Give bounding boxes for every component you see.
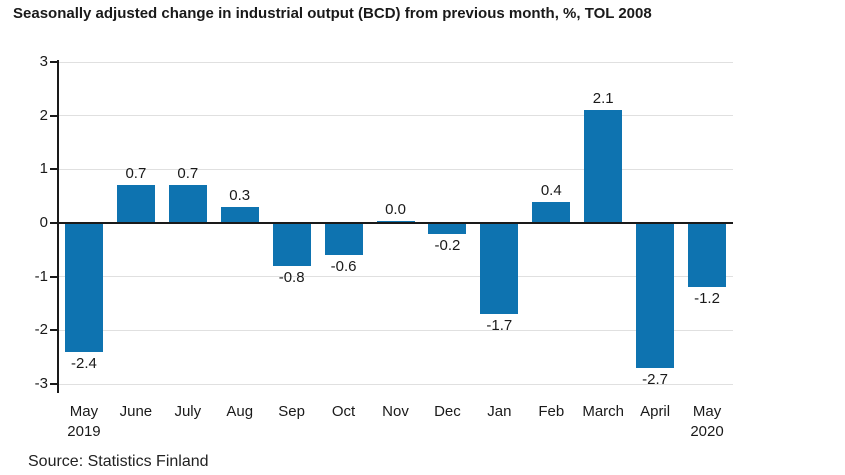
bar-value-label: 0.4 <box>540 181 562 199</box>
gridline <box>58 329 733 331</box>
x-tick-label: Sep <box>278 403 305 420</box>
gridline <box>58 168 733 170</box>
zero-line <box>58 222 733 224</box>
bar-value-label: -1.2 <box>694 290 720 308</box>
y-tick-mark <box>50 275 58 278</box>
gridline <box>58 61 733 63</box>
y-tick-label: 1 <box>39 160 48 178</box>
y-tick-label: -1 <box>34 267 48 285</box>
y-tick-mark <box>50 61 58 63</box>
bar-value-label: -2.4 <box>71 354 97 372</box>
gridline <box>58 115 733 117</box>
y-tick-mark <box>50 168 58 171</box>
bar <box>428 223 467 234</box>
gridline <box>58 383 733 385</box>
x-tick-sublabel: 2020 <box>690 423 724 440</box>
y-tick-label: 0 <box>39 214 48 231</box>
x-tick-label: Jan <box>487 403 512 420</box>
bar-value-label: 0.7 <box>125 165 147 183</box>
x-tick-label: July <box>174 403 202 420</box>
x-tick-label: April <box>640 403 671 420</box>
bar <box>584 110 623 223</box>
bar-value-label: -0.8 <box>278 268 305 286</box>
source-note: Source: Statistics Finland <box>28 453 209 470</box>
bar <box>116 185 155 223</box>
y-tick-label: -3 <box>34 375 48 392</box>
bar <box>480 223 519 315</box>
x-tick-label: June <box>119 403 153 420</box>
bar-value-label: 0.3 <box>229 186 251 204</box>
bar-value-label: 2.1 <box>592 90 614 108</box>
x-tick-label: Aug <box>226 403 254 420</box>
x-tick-label: Oct <box>331 403 356 420</box>
bar-value-label: -2.7 <box>642 370 669 388</box>
x-tick-label: Feb <box>538 403 565 420</box>
bar-value-label: -0.6 <box>330 258 357 276</box>
bar <box>324 223 363 256</box>
gridline <box>58 276 733 278</box>
y-axis-line <box>57 60 59 393</box>
y-tick-label: -2 <box>34 321 48 339</box>
y-tick-mark <box>50 383 58 385</box>
bar <box>168 185 207 223</box>
y-tick-mark <box>50 114 58 117</box>
x-tick-label: Dec <box>434 403 461 420</box>
y-tick-mark <box>50 222 58 224</box>
x-tick-label: Nov <box>382 403 409 420</box>
bar-value-label: -0.2 <box>434 236 461 254</box>
x-tick-label: March <box>582 403 625 420</box>
bar <box>220 206 259 223</box>
chart-title: Seasonally adjusted change in industrial… <box>13 5 652 22</box>
y-tick-mark <box>50 329 58 332</box>
bar <box>688 223 727 288</box>
bar <box>272 223 311 266</box>
bar-value-label: 0.0 <box>385 201 406 218</box>
bar <box>636 223 675 368</box>
bar-value-label: 0.7 <box>177 165 199 183</box>
bar-value-label: -1.7 <box>486 317 513 335</box>
bar <box>532 201 571 223</box>
y-tick-label: 3 <box>39 53 48 70</box>
x-tick-sublabel: 2019 <box>67 423 101 440</box>
bar <box>64 223 103 352</box>
y-tick-label: 2 <box>39 106 48 124</box>
x-tick-label: May <box>69 403 99 420</box>
x-tick-label: May <box>692 403 722 420</box>
